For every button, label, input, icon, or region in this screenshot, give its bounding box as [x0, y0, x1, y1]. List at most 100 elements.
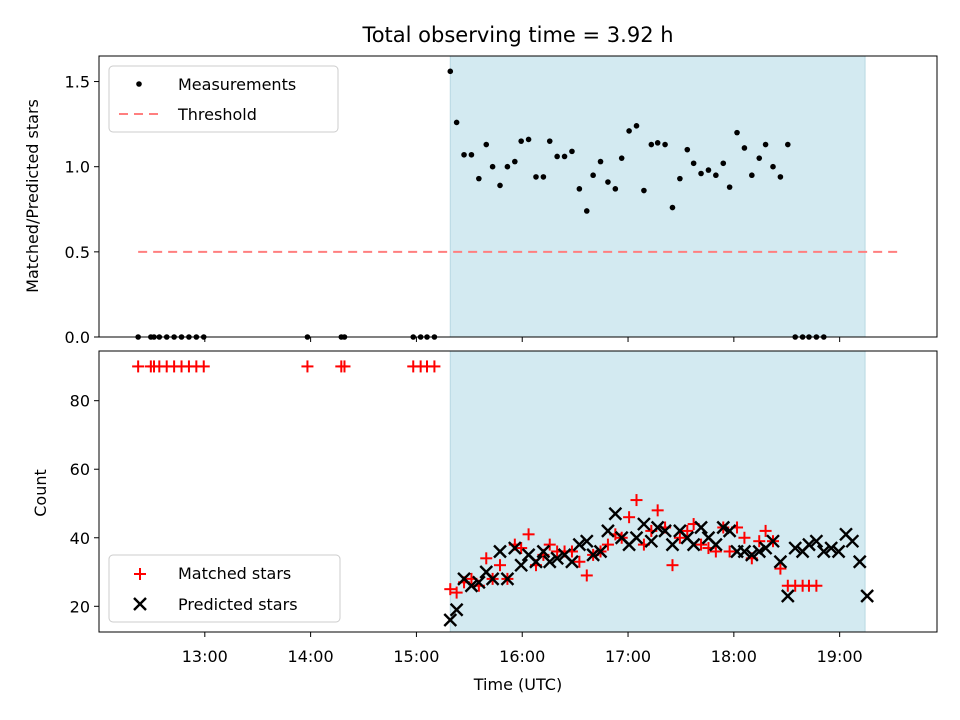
matched-star-point — [428, 360, 441, 373]
predicted-star-stroke-b — [694, 520, 708, 535]
measurement-point — [720, 160, 727, 167]
predicted-star-stroke-b — [565, 554, 579, 569]
predicted-star-point — [773, 554, 788, 569]
measurement-point — [518, 138, 524, 144]
x-tick-label: 15:00 — [393, 647, 439, 666]
predicted-star-stroke-b — [507, 541, 522, 555]
bottom-y-tick-label: 80 — [70, 392, 90, 411]
predicted-star-point — [572, 537, 587, 552]
top-legend: Measurements Threshold — [108, 65, 339, 133]
measurement-point — [497, 182, 503, 189]
measurement-point — [540, 174, 547, 180]
matched-star-point — [197, 360, 210, 373]
predicted-star-point — [608, 506, 623, 521]
predicted-star-stroke-b — [766, 534, 780, 549]
predicted-star-stroke-b — [744, 548, 759, 562]
measurement-point — [749, 172, 755, 179]
predicted-star-point — [658, 524, 672, 538]
predicted-star-point — [716, 520, 731, 535]
predicted-star-stroke-b — [472, 575, 486, 590]
predicted-star-point — [493, 544, 507, 559]
predicted-star-stroke-b — [860, 589, 875, 603]
top-y-tick-label: 0.5 — [65, 243, 90, 262]
predicted-star-point — [529, 554, 543, 569]
measurement-point — [504, 163, 511, 170]
measurement-point — [468, 151, 475, 158]
matched-star-point — [543, 538, 556, 551]
predicted-star-stroke-b — [852, 554, 867, 569]
top-y-tick-label: 0.0 — [65, 328, 90, 347]
measurement-point — [453, 119, 460, 126]
measurement-point — [483, 141, 490, 148]
matched-star-point — [132, 360, 145, 373]
measurement-point — [770, 163, 776, 170]
x-tick-label: 16:00 — [499, 647, 545, 666]
predicted-star-point — [514, 558, 529, 573]
matched-star-point — [681, 524, 694, 537]
measurement-point — [756, 155, 763, 161]
predicted-star-stroke-b — [709, 537, 723, 552]
matched-star-point — [738, 531, 751, 544]
bottom-y-axis-label: Count — [31, 469, 50, 517]
predicted-star-point — [860, 589, 875, 603]
predicted-star-stroke-b — [802, 537, 816, 552]
predicted-star-point — [629, 530, 644, 545]
measurement-point — [690, 160, 697, 167]
predicted-star-point — [593, 544, 608, 559]
predicted-star-stroke-b — [572, 537, 587, 552]
predicted-star-stroke-b — [780, 589, 795, 603]
top-panel: 0.0 0.5 1.0 1.5 Matched/Predicted stars Mea… — [23, 55, 938, 347]
measurement-point — [561, 153, 568, 160]
predicted-star-point — [536, 544, 551, 559]
matched-star-point — [338, 360, 351, 373]
measurement-point — [741, 145, 748, 151]
measurement-point — [512, 158, 518, 165]
matched-star-point — [774, 562, 787, 575]
predicted-star-point — [579, 534, 594, 549]
predicted-star-stroke-b — [658, 524, 672, 538]
legend-matched-marker — [134, 568, 146, 580]
measurement-point — [533, 174, 539, 180]
predicted-star-point — [565, 554, 579, 569]
matched-star-point — [301, 360, 314, 373]
measurement-point — [546, 138, 553, 144]
measurement-point — [705, 167, 712, 173]
bottom-y-tick-label: 20 — [70, 597, 90, 616]
predicted-star-stroke-b — [680, 530, 695, 545]
predicted-star-stroke-b — [752, 544, 767, 559]
x-axis-label: Time (UTC) — [473, 675, 562, 694]
top-y-tick-label: 1.0 — [65, 158, 90, 177]
measurement-point — [461, 151, 467, 158]
predicted-star-stroke-b — [824, 541, 839, 555]
predicted-star-stroke-b — [542, 554, 557, 569]
predicted-star-point — [744, 548, 759, 562]
predicted-star-stroke-b — [485, 572, 500, 586]
measurement-point — [633, 123, 640, 129]
top-y-tick-label: 1.5 — [65, 73, 90, 92]
measurement-point — [669, 204, 676, 211]
predicted-star-point — [443, 613, 458, 627]
predicted-star-point — [809, 534, 824, 549]
matched-star-point — [515, 542, 528, 555]
measurement-point — [590, 172, 596, 179]
predicted-star-stroke-b — [514, 558, 529, 573]
top-y-axis-label: Matched/Predicted stars — [23, 99, 42, 293]
measurement-point — [569, 148, 575, 155]
matched-star-point — [709, 545, 722, 558]
predicted-stars-series — [443, 506, 875, 627]
matched-star-point — [759, 524, 772, 537]
predicted-star-stroke-b — [593, 544, 608, 559]
matched-star-point — [444, 583, 457, 596]
measurement-point — [618, 155, 625, 161]
predicted-star-point — [507, 541, 522, 555]
predicted-star-point — [780, 589, 795, 603]
bottom-x-ticks: 13:00 14:00 15:00 16:00 17:00 18:00 19:00 — [182, 632, 863, 666]
predicted-star-stroke-b — [536, 544, 551, 559]
measurement-point — [476, 175, 482, 182]
observing-window-top — [449, 55, 866, 338]
bottom-legend-box — [108, 554, 341, 623]
matched-star-point — [753, 535, 766, 548]
measurement-point — [648, 141, 655, 148]
